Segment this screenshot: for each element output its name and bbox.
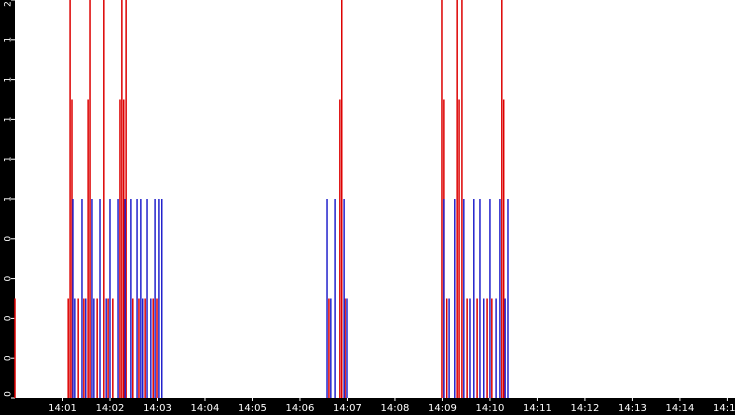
y-axis-band — [0, 0, 15, 415]
x-tick-label: 14:09 — [428, 403, 457, 414]
x-tick-label: 14:14 — [665, 403, 694, 414]
x-tick-label: 14:06 — [286, 403, 315, 414]
y-tick-label: 0 — [4, 236, 14, 242]
x-tick-label: 14:13 — [618, 403, 647, 414]
x-tick-label: 14:01 — [48, 403, 77, 414]
y-tick-label: 0 — [4, 275, 14, 281]
y-tick-label: 1 — [4, 117, 14, 123]
x-tick-label: 14:11 — [523, 403, 552, 414]
x-tick-label: 14:15 — [713, 403, 735, 414]
x-axis-band — [0, 398, 735, 415]
y-tick-label: 1 — [4, 37, 14, 43]
y-tick-label: 1 — [4, 77, 14, 83]
x-tick-label: 14:07 — [333, 403, 362, 414]
y-tick-label: 0 — [4, 315, 14, 321]
y-tick-label: 2 — [4, 1, 14, 7]
x-tick-label: 14:10 — [476, 403, 505, 414]
x-tick-label: 14:05 — [238, 403, 267, 414]
x-tick-label: 14:08 — [381, 403, 410, 414]
y-tick-label: 0 — [4, 355, 14, 361]
x-tick-label: 14:04 — [191, 403, 220, 414]
x-tick-label: 14:02 — [96, 403, 125, 414]
y-tick-label: 0 — [4, 391, 14, 397]
y-tick-label: 1 — [4, 156, 14, 162]
x-tick-label: 14:03 — [143, 403, 172, 414]
y-tick-label: 1 — [4, 196, 14, 202]
x-tick-label: 14:12 — [571, 403, 600, 414]
